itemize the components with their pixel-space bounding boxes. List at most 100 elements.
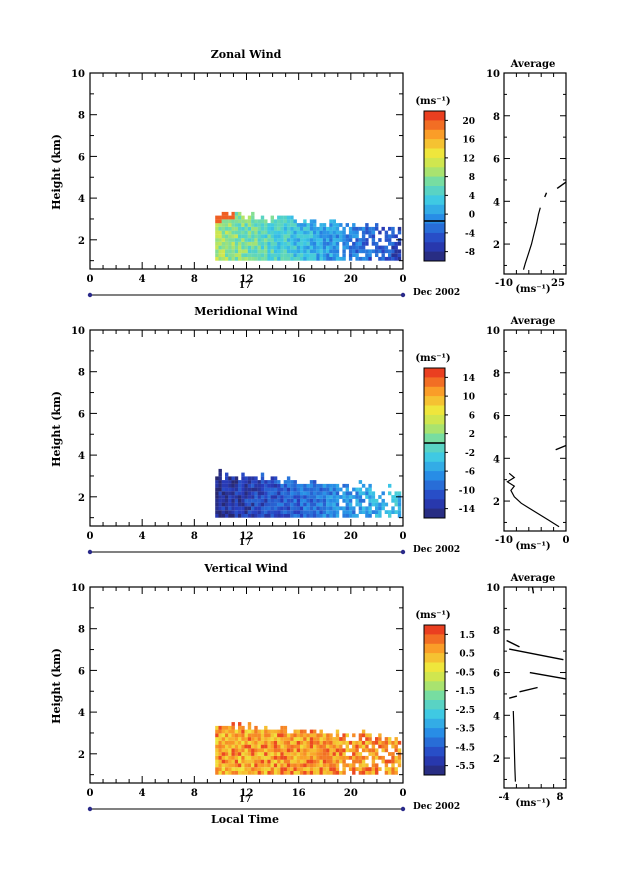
heatmap-cell [241, 253, 245, 257]
heatmap-cell [293, 256, 297, 261]
heatmap-cell [368, 256, 372, 261]
heatmap-cell [309, 763, 314, 768]
heatmap-cell [388, 737, 392, 741]
heatmap-cell [322, 234, 327, 239]
heatmap-cell [257, 506, 261, 511]
heatmap-cell [254, 752, 258, 756]
heatmap-cell [228, 253, 232, 257]
heatmap-cell [251, 230, 255, 235]
heatmap-cell [218, 241, 222, 246]
heatmap-cell [335, 729, 340, 734]
heatmap-cell [228, 733, 232, 738]
heatmap-cell [283, 748, 288, 753]
heatmap-cell [352, 506, 356, 511]
heatmap-cell [286, 256, 291, 261]
heatmap-cell [234, 744, 239, 749]
heatmap-cell [306, 238, 310, 242]
heatmap-cell [358, 770, 363, 775]
heatmap-cell [215, 483, 219, 488]
heatmap-cell [306, 234, 310, 239]
heatmap-cell [296, 502, 301, 507]
heatmap-cell [234, 211, 239, 216]
heatmap-cell [352, 733, 356, 738]
heatmap-cell [358, 740, 363, 745]
heatmap-cell [215, 487, 219, 492]
heatmap-cell [215, 759, 219, 764]
heatmap-cell [231, 253, 235, 257]
heatmap-cell [394, 245, 398, 250]
heatmap-cell [225, 215, 229, 220]
heatmap-cell [358, 502, 363, 507]
heatmap-cell [254, 510, 258, 514]
heatmap-cell [215, 744, 219, 749]
heatmap-cell [342, 513, 346, 518]
heatmap-cell [238, 740, 242, 745]
heatmap-cell [247, 256, 252, 261]
heatmap-cell [300, 767, 304, 771]
heatmap-cell [270, 740, 274, 745]
heatmap-cell [296, 234, 301, 239]
heatmap-cell [358, 245, 363, 250]
heatmap-cell [352, 770, 356, 775]
heatmap-field [215, 211, 402, 261]
heatmap-cell [286, 241, 291, 246]
heatmap-cell [293, 755, 297, 760]
colorbar-swatch [424, 634, 445, 645]
heatmap-cell [225, 234, 229, 239]
heatmap-cell [225, 223, 229, 227]
heatmap-cell [384, 737, 389, 741]
heatmap-cell [303, 767, 307, 771]
heatmap-cell [260, 480, 265, 484]
heatmap-cell [221, 495, 226, 499]
heatmap-cell [391, 759, 395, 764]
heatmap-cell [218, 755, 222, 760]
x-tick-label: 4 [139, 274, 146, 285]
heatmap-cell [273, 249, 278, 254]
heatmap-cell [375, 498, 379, 503]
heatmap-cell [221, 249, 226, 254]
colorbar-swatch [424, 214, 445, 224]
heatmap-cell [391, 767, 395, 771]
heatmap-cell [313, 245, 317, 250]
heatmap-cell [345, 744, 349, 749]
heatmap-cell [332, 487, 336, 492]
heatmap-cell [368, 253, 372, 257]
heatmap-cell [316, 226, 320, 231]
heatmap-cell [326, 487, 330, 492]
heatmap-cell [247, 759, 252, 764]
heatmap-cell [270, 752, 274, 756]
heatmap-cell [300, 234, 304, 239]
heatmap-cell [231, 498, 235, 503]
heatmap-cell [241, 249, 245, 254]
heatmap-cell [254, 502, 258, 507]
heatmap-cell [332, 506, 336, 511]
heatmap-cell [241, 223, 245, 227]
heatmap-cell [247, 234, 252, 239]
heatmap-cell [286, 733, 291, 738]
colorbar-swatch [424, 671, 445, 682]
heatmap-cell [348, 238, 353, 242]
heatmap-cell [309, 510, 314, 514]
heatmap-cell [342, 238, 346, 242]
heatmap-cell [270, 755, 274, 760]
heatmap-cell [290, 740, 294, 745]
heatmap-cell [251, 483, 255, 488]
heatmap-cell [228, 241, 232, 246]
heatmap-cell [247, 483, 252, 488]
heatmap-cell [234, 510, 239, 514]
heatmap-cell [394, 502, 398, 507]
heatmap-cell [215, 740, 219, 745]
heatmap-cell [378, 230, 382, 235]
heatmap-cell [225, 502, 229, 507]
heatmap-cell [296, 770, 301, 775]
heatmap-cell [339, 223, 343, 227]
heatmap-cell [283, 755, 288, 760]
heatmap-cell [221, 223, 226, 227]
colorbar-tick-label: -2 [465, 449, 475, 459]
heatmap-cell [326, 230, 330, 235]
heatmap-cell [322, 733, 327, 738]
heatmap-cell [228, 480, 232, 484]
heatmap-cell [329, 491, 333, 496]
average-x-tick-label: -10 [495, 278, 513, 289]
heatmap-cell [309, 219, 314, 224]
